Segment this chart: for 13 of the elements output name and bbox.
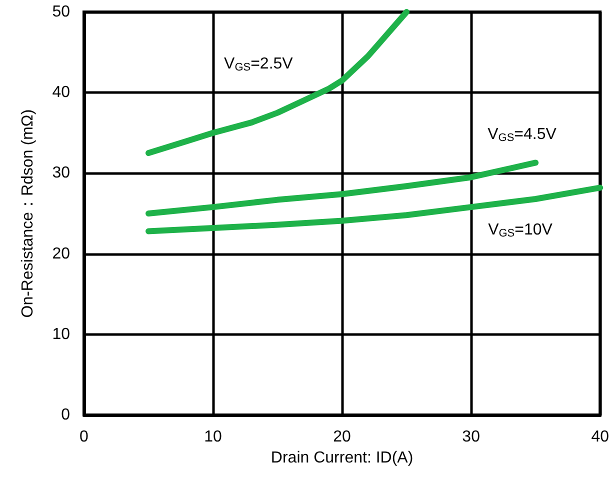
y-tick-label: 40: [52, 84, 70, 102]
x-tick-label: 30: [462, 428, 480, 446]
y-tick-label: 0: [61, 406, 70, 424]
x-tick-label: 10: [204, 428, 222, 446]
y-tick-label: 50: [52, 4, 70, 20]
y-tick-label: 20: [52, 245, 70, 262]
x-tick-label: 20: [333, 428, 352, 446]
y-tick-label: 30: [52, 164, 70, 182]
x-tick-label: 0: [80, 428, 89, 446]
y-tick-label: 10: [52, 326, 70, 343]
x-tick-label: 40: [591, 428, 610, 446]
y-axis-title: On-Resistance：Rdson (mΩ): [20, 109, 36, 318]
x-axis-title: Drain Current: ID(A): [270, 449, 414, 466]
